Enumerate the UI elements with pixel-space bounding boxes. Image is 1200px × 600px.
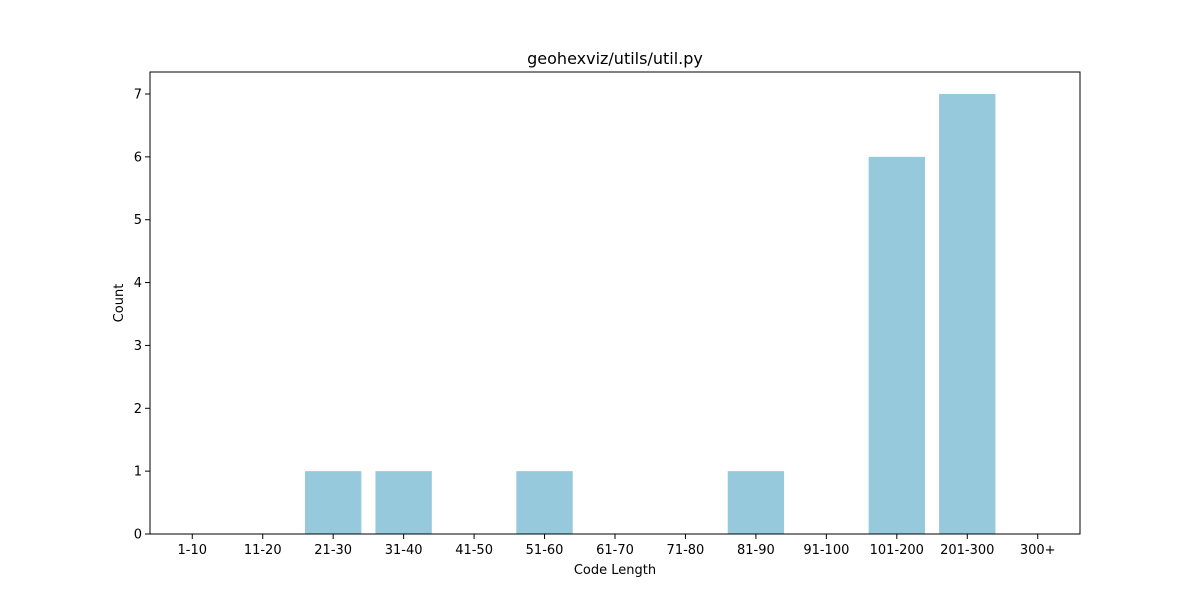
- x-tick-label: 81-90: [737, 543, 775, 558]
- y-tick-label: 5: [134, 213, 142, 228]
- x-tick-label: 21-30: [314, 543, 352, 558]
- bar-31-40: [375, 471, 432, 534]
- x-tick-label: 300+: [1020, 543, 1056, 558]
- y-tick-label: 3: [134, 339, 142, 354]
- y-axis-label: Count: [112, 284, 127, 323]
- x-tick-label: 41-50: [455, 543, 493, 558]
- x-tick-label: 11-20: [244, 543, 282, 558]
- x-tick-label: 61-70: [596, 543, 634, 558]
- x-tick-label: 101-200: [870, 543, 924, 558]
- bar-81-90: [727, 471, 785, 534]
- bars-layer: [305, 94, 996, 535]
- x-tick-label: 1-10: [178, 543, 208, 558]
- x-tick-label: 201-300: [940, 543, 994, 558]
- x-tick-label: 91-100: [803, 543, 849, 558]
- y-tick-label: 7: [134, 88, 142, 103]
- y-axis-ticks: 0 1 2 3 4 5 6 7: [134, 88, 150, 543]
- bar-101-200: [868, 156, 925, 535]
- y-tick-label: 2: [134, 402, 142, 417]
- bar-201-300: [939, 94, 996, 534]
- bar-21-30: [305, 471, 362, 534]
- x-tick-label: 31-40: [385, 543, 423, 558]
- x-tick-label: 51-60: [526, 543, 564, 558]
- y-tick-label: 0: [134, 528, 142, 543]
- y-tick-label: 4: [134, 276, 142, 291]
- x-axis-ticks: 1-10 11-20 21-30 31-40 41-50 51-60 61-70 71-80 8…: [178, 534, 1056, 558]
- y-tick-label: 1: [134, 465, 142, 480]
- y-tick-label: 6: [134, 150, 142, 165]
- chart-title: geohexviz/utils/util.py: [527, 49, 703, 68]
- x-tick-label: 71-80: [667, 543, 705, 558]
- x-axis-label: Code Length: [574, 563, 656, 578]
- bar-51-60: [516, 471, 573, 534]
